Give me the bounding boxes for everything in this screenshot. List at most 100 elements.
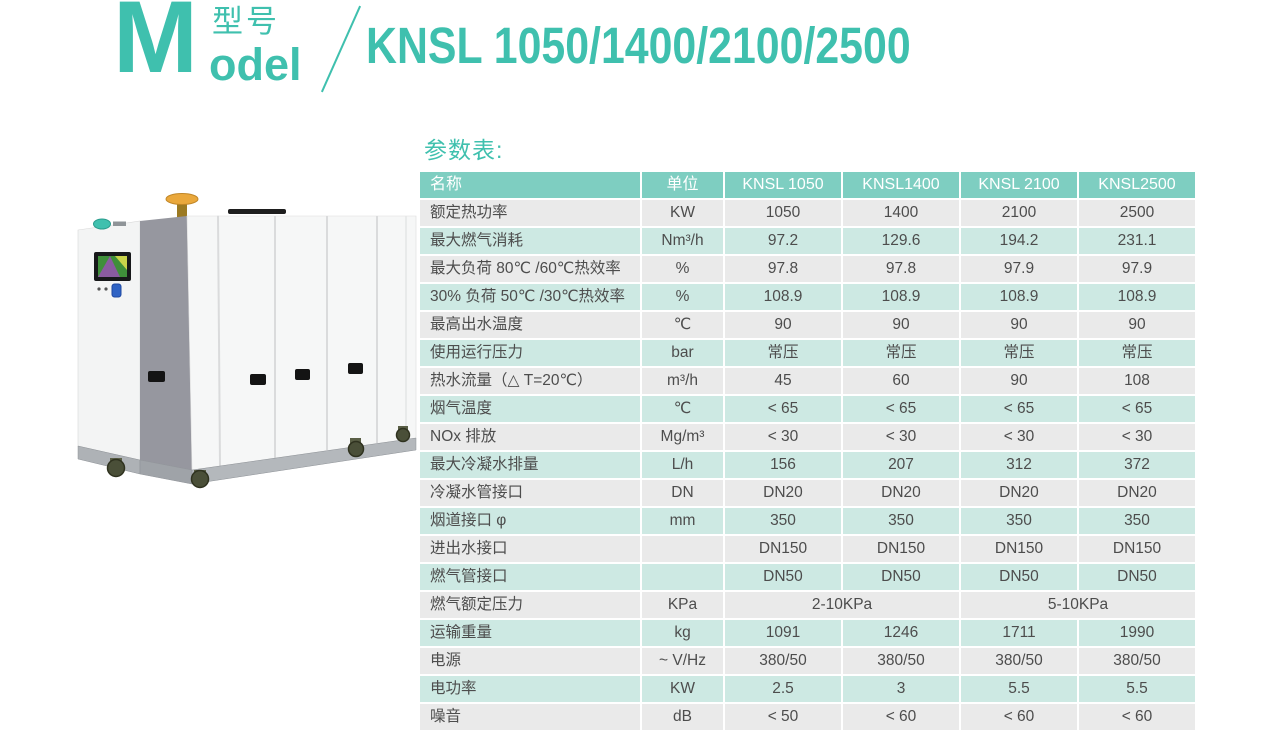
- col-header-2: KNSL 1050: [723, 170, 843, 200]
- brand-letter-m: M: [113, 0, 198, 94]
- table-row: 烟道接口 φ mm 350 350 350 350: [418, 506, 1197, 536]
- cell-value: 312: [959, 450, 1079, 480]
- cell-value: < 65: [723, 394, 843, 424]
- cell-value: DN150: [959, 534, 1079, 564]
- model-label-cn: 型号: [212, 4, 280, 39]
- cell-value: DN150: [1077, 534, 1197, 564]
- cell-value: 常压: [841, 338, 961, 368]
- table-row: 最大燃气消耗 Nm³/h 97.2 129.6 194.2 231.1: [418, 226, 1197, 256]
- page-title: KNSL 1050/1400/2100/2500: [366, 17, 911, 74]
- cell-label: NOx 排放: [418, 422, 642, 452]
- col-header-5: KNSL2500: [1077, 170, 1197, 200]
- cell-value: 90: [1077, 310, 1197, 340]
- cell-value: 5.5: [959, 674, 1079, 704]
- cell-value: 108.9: [959, 282, 1079, 312]
- cell-label: 烟气温度: [418, 394, 642, 424]
- cell-value: 90: [723, 310, 843, 340]
- cell-value: 1400: [841, 198, 961, 228]
- cell-label: 30% 负荷 50℃ /30℃热效率: [418, 282, 642, 312]
- cell-value: < 30: [723, 422, 843, 452]
- cell-unit: KPa: [640, 590, 725, 620]
- cell-value: 97.2: [723, 226, 843, 256]
- table-row: 30% 负荷 50℃ /30℃热效率% 108.9 108.9 108.9 108.9: [418, 282, 1197, 312]
- cell-value: 2-10KPa: [723, 590, 961, 620]
- power-button[interactable]: [111, 283, 122, 298]
- cell-value: 350: [1077, 506, 1197, 536]
- model-label-en: odel: [209, 39, 302, 90]
- cell-value: 380/50: [1077, 646, 1197, 676]
- cell-value: DN50: [959, 562, 1079, 592]
- col-header-3: KNSL1400: [841, 170, 961, 200]
- table-row: NOx 排放 Mg/m³ < 30 < 30 < 30 < 30: [418, 422, 1197, 452]
- cell-value: 380/50: [841, 646, 961, 676]
- cell-value: 372: [1077, 450, 1197, 480]
- vent-slot: [228, 209, 286, 214]
- cell-value: < 30: [1077, 422, 1197, 452]
- cell-unit: m³/h: [640, 366, 725, 396]
- cell-value: 5-10KPa: [959, 590, 1197, 620]
- cell-value: 350: [841, 506, 961, 536]
- cell-value: 1246: [841, 618, 961, 648]
- cell-label: 最大负荷 80℃ /60℃热效率: [418, 254, 642, 284]
- cell-label: 进出水接口: [418, 534, 642, 564]
- product-image: [77, 193, 417, 489]
- cell-label: 电源: [418, 646, 642, 676]
- cell-value: 129.6: [841, 226, 961, 256]
- table-row: 最大负荷 80℃ /60℃热效率% 97.8 97.8 97.9 97.9: [418, 254, 1197, 284]
- cell-unit: %: [640, 282, 725, 312]
- cell-label: 电功率: [418, 674, 642, 704]
- panel-handles[interactable]: [148, 363, 363, 385]
- cell-value: DN50: [723, 562, 843, 592]
- cell-unit: %: [640, 254, 725, 284]
- col-header-0: 名称: [418, 170, 642, 200]
- cell-value: 108.9: [1077, 282, 1197, 312]
- cell-value: 108.9: [841, 282, 961, 312]
- table-row: 使用运行压力 bar 常压 常压 常压 常压: [418, 338, 1197, 368]
- cell-value: < 60: [841, 702, 961, 732]
- cell-label: 燃气额定压力: [418, 590, 642, 620]
- cell-value: < 65: [1077, 394, 1197, 424]
- cell-value: 2500: [1077, 198, 1197, 228]
- cell-value: DN20: [1077, 478, 1197, 508]
- table-row: 最高出水温度 ℃ 90 90 90 90: [418, 310, 1197, 340]
- cell-unit: L/h: [640, 450, 725, 480]
- cell-value: 5.5: [1077, 674, 1197, 704]
- cell-value: 常压: [723, 338, 843, 368]
- cell-value: 108: [1077, 366, 1197, 396]
- table-row: 热水流量（△ T=20℃） m³/h 45 60 90 108: [418, 366, 1197, 396]
- cell-label: 使用运行压力: [418, 338, 642, 368]
- cell-value: < 65: [959, 394, 1079, 424]
- cell-unit: DN: [640, 478, 725, 508]
- cell-value: 380/50: [959, 646, 1079, 676]
- table-row: 燃气额定压力 KPa 2-10KPa 5-10KPa: [418, 590, 1197, 620]
- header-row: 名称 单位 KNSL 1050 KNSL1400 KNSL 2100 KNSL2500: [418, 170, 1197, 200]
- cell-unit: dB: [640, 702, 725, 732]
- cell-value: 380/50: [723, 646, 843, 676]
- cell-value: 3: [841, 674, 961, 704]
- cell-unit: ℃: [640, 394, 725, 424]
- control-display[interactable]: [94, 252, 131, 281]
- cell-value: 97.9: [1077, 254, 1197, 284]
- valve-cap-icon: [165, 193, 199, 218]
- cell-value: 207: [841, 450, 961, 480]
- cell-value: 350: [959, 506, 1079, 536]
- machine-logo-icon: [93, 218, 126, 230]
- indicator-dot: [97, 287, 101, 291]
- cell-value: 1091: [723, 618, 843, 648]
- indicator-dot: [104, 287, 108, 291]
- cell-value: < 60: [1077, 702, 1197, 732]
- cell-value: 1711: [959, 618, 1079, 648]
- cell-value: 156: [723, 450, 843, 480]
- cell-label: 噪音: [418, 702, 642, 732]
- cell-unit: bar: [640, 338, 725, 368]
- cell-label: 最大冷凝水排量: [418, 450, 642, 480]
- cell-value: DN20: [723, 478, 843, 508]
- cell-value: 2100: [959, 198, 1079, 228]
- cell-unit: [640, 562, 725, 592]
- table-row: 进出水接口 DN150 DN150 DN150 DN150: [418, 534, 1197, 564]
- table-row: 噪音 dB < 50 < 60 < 60 < 60: [418, 702, 1197, 732]
- cell-unit: Mg/m³: [640, 422, 725, 452]
- table-row: 冷凝水管接口 DN DN20 DN20 DN20 DN20: [418, 478, 1197, 508]
- cell-value: 97.8: [841, 254, 961, 284]
- cell-value: 常压: [1077, 338, 1197, 368]
